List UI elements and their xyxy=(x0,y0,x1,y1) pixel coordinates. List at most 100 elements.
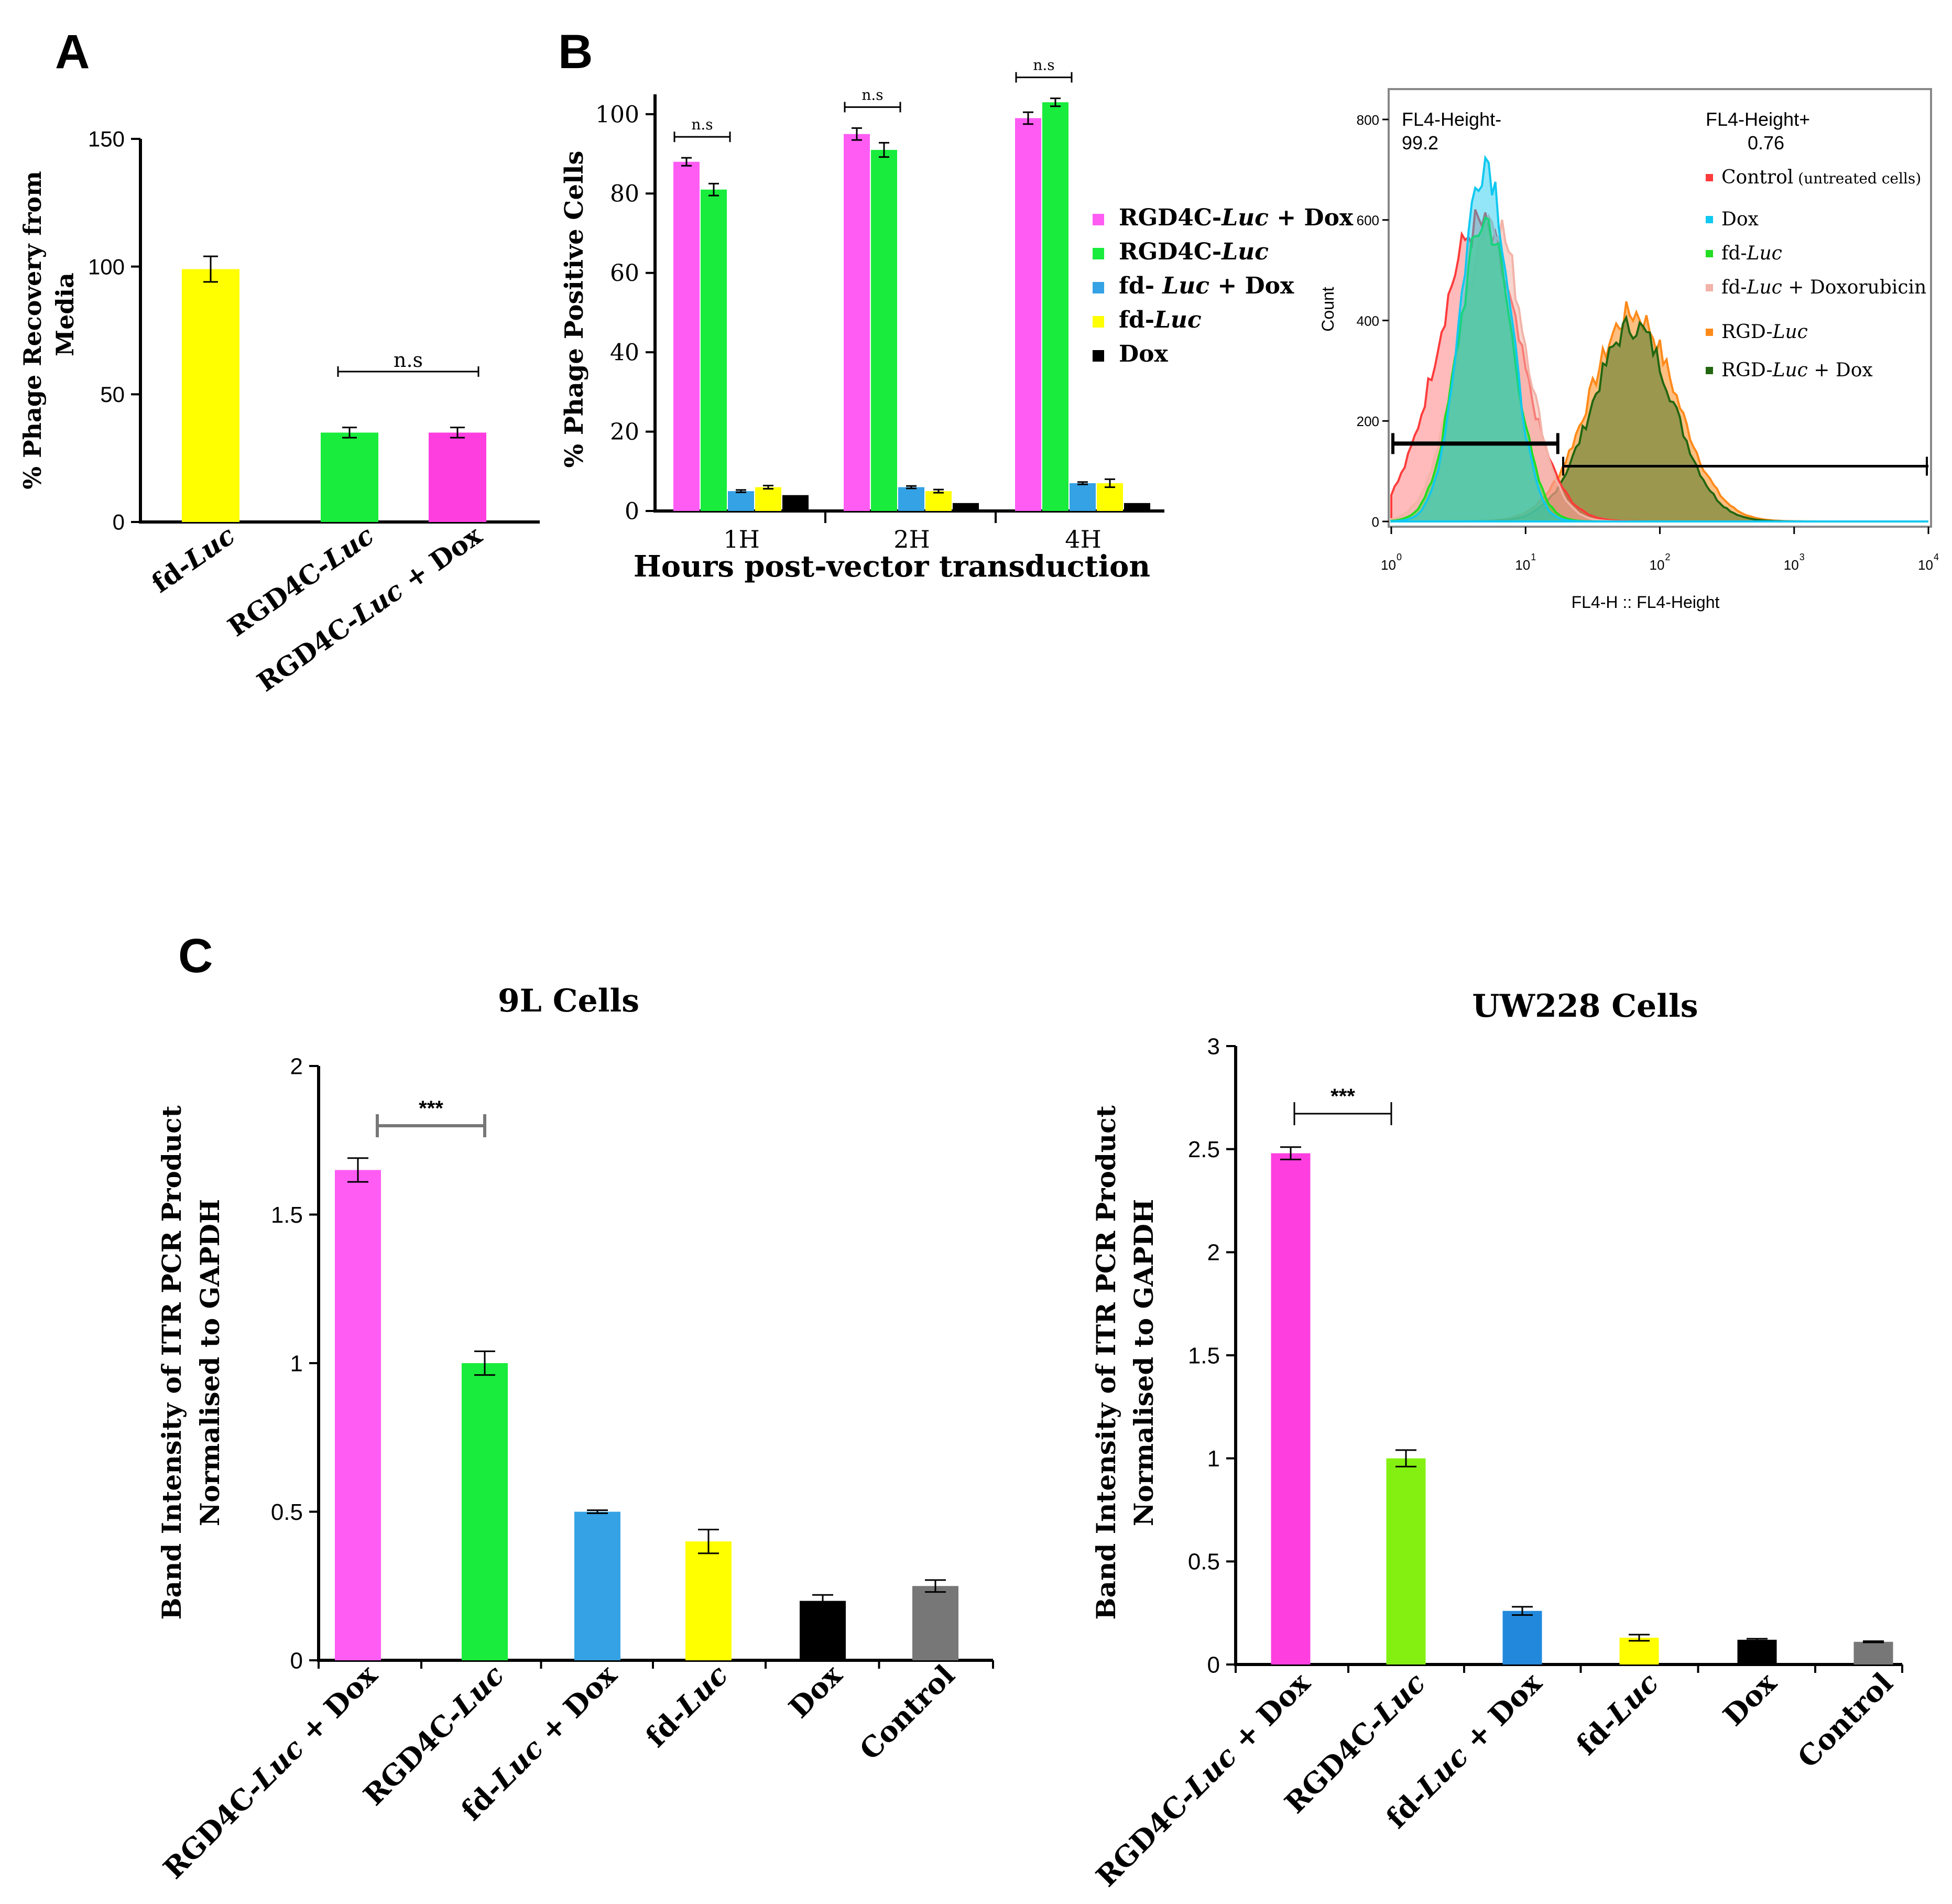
label-part: Luc xyxy=(1153,307,1202,333)
flow-xtick-exponent: 0 xyxy=(1397,552,1402,562)
panel-b-ns-label: n.s xyxy=(1033,57,1054,74)
label-part: Luc xyxy=(1220,238,1269,265)
panel-a-ytick-label: 100 xyxy=(88,254,125,279)
C2-bar-fd-luc-dox xyxy=(1502,1611,1542,1664)
flow-legend-swatch-dox xyxy=(1706,216,1713,223)
C2-bar-rgd4c-luc-dox xyxy=(1271,1153,1311,1664)
panel-b-legend-swatch-rgd4c-luc xyxy=(1093,248,1104,259)
panel-b-ns-label: n.s xyxy=(862,86,883,103)
flow-gate-pos-name: FL4-Height+ xyxy=(1706,108,1810,130)
panel-b-bar-fd-luc-2h xyxy=(925,491,952,511)
flow-legend-swatch-fd-luc-doxorubicin xyxy=(1706,284,1713,291)
panel-b-bar-rgd4c-luc-dox-1h xyxy=(673,161,700,511)
C2-ytick-label: 0 xyxy=(1207,1652,1220,1678)
C1-bar-dox xyxy=(800,1601,846,1660)
panel-c-uw228-ylabel-line2: Normalised to GAPDH xyxy=(1128,1199,1159,1527)
flow-xtick-base: 10 xyxy=(1381,557,1396,573)
label-part: + Dox xyxy=(1808,360,1873,381)
C2-bar-fd-luc xyxy=(1619,1637,1659,1664)
C1-bar-rgd4c-luc xyxy=(462,1363,508,1660)
flow-ytick-label: 400 xyxy=(1357,313,1379,329)
panel-b-xtick-2h: 2H xyxy=(893,525,930,553)
panel-b-ytick-label: 60 xyxy=(610,260,639,287)
label-part: + Dox xyxy=(1269,204,1354,231)
flow-legend-swatch-rgd-luc-dox xyxy=(1706,367,1713,374)
flow-xtick-base: 10 xyxy=(1918,557,1933,573)
C1-bar-fd-luc xyxy=(685,1541,732,1660)
label-part: RGD- xyxy=(1721,360,1773,381)
label-part: RGD4C- xyxy=(1119,238,1222,265)
flow-legend-label-control: Control (untreated cells) xyxy=(1721,167,1921,188)
label-part: Luc xyxy=(1772,321,1808,343)
panel-b-bar-rgd4c-luc-4h xyxy=(1042,102,1068,512)
flow-legend-swatch-fd-luc xyxy=(1706,250,1713,257)
flow-legend-label-dox: Dox xyxy=(1721,209,1759,230)
panel-b-ytick-label: 20 xyxy=(610,419,639,445)
flow-gate-neg-value: 99.2 xyxy=(1402,132,1438,154)
panel-b-bar-dox-2h xyxy=(953,503,979,511)
panel-a-bar-rgd4c-luc xyxy=(321,432,378,522)
panel-a-bar-rgd4c-luc-dox xyxy=(429,432,486,522)
label-part: Luc xyxy=(1772,360,1808,381)
flow-xtick-base: 10 xyxy=(1650,557,1665,573)
panel-b-legend-label-rgd4c-luc-dox: RGD4C-Luc + Dox xyxy=(1119,204,1354,231)
C2-ytick-label: 3 xyxy=(1207,1033,1220,1059)
panel-c-9l-ylabel-line1: Band Intensity of ITR PCR Product xyxy=(156,1105,187,1619)
panel-b-legend-swatch-fd-luc-dox xyxy=(1093,282,1104,293)
label-part: Luc xyxy=(1747,243,1782,264)
flow-xtick-base: 10 xyxy=(1515,557,1530,573)
panel-b-bar-chart: 0 20 40 60 80 100 n.s n.s n.s 1H 2H 4H Hours post… xyxy=(560,57,1354,584)
C1-bar-control xyxy=(912,1586,958,1660)
flow-xtick-base: 10 xyxy=(1784,557,1799,573)
C1-ytick-label: 0.5 xyxy=(271,1499,303,1525)
label-part: Luc xyxy=(1747,277,1782,298)
panel-b-bar-fd-luc-1h xyxy=(755,487,781,511)
flow-xlabel: FL4-H :: FL4-Height xyxy=(1572,593,1720,612)
panel-b-ytick-label: 40 xyxy=(610,340,639,366)
panel-label-a: A xyxy=(55,25,90,79)
panel-a-ns-label: n.s xyxy=(394,349,423,372)
panel-b-legend-label-dox: Dox xyxy=(1119,341,1169,367)
panel-b-ytick-label: 0 xyxy=(625,498,639,525)
panel-c-9l-title: 9L Cells xyxy=(498,983,639,1019)
flow-ytick-label: 0 xyxy=(1372,514,1379,530)
label-part: + Dox xyxy=(1209,273,1294,299)
C2-ytick-label: 0.5 xyxy=(1188,1549,1220,1575)
label-part: fd- xyxy=(1721,277,1747,298)
flow-histogram-dox xyxy=(1390,155,1928,523)
flow-xtick-exponent: 3 xyxy=(1800,552,1805,562)
C2-bar-control xyxy=(1853,1641,1893,1664)
C1-sig-label: *** xyxy=(419,1097,443,1120)
flow-legend-label-rgd-luc: RGD-Luc xyxy=(1721,321,1808,343)
panel-a-bar-fd-luc xyxy=(182,269,239,522)
label-part: Dox xyxy=(1721,209,1759,230)
flow-legend-swatch-control xyxy=(1706,174,1713,181)
C1-ytick-label: 1.5 xyxy=(271,1202,303,1228)
panel-b-legend-swatch-fd-luc xyxy=(1093,316,1104,328)
label-part: Luc xyxy=(1220,204,1269,231)
flow-ytick-label: 800 xyxy=(1357,112,1379,128)
label-part: Luc xyxy=(1161,273,1209,299)
flow-ytick-label: 600 xyxy=(1357,213,1379,229)
panel-c-uw228-ylabel-line1: Band Intensity of ITR PCR Product xyxy=(1090,1105,1121,1619)
flow-legend-swatch-rgd-luc xyxy=(1706,329,1713,336)
flow-xtick-exponent: 4 xyxy=(1934,552,1939,562)
label-part: Control xyxy=(1721,167,1793,188)
panel-b-bar-fd-luc-dox-4h xyxy=(1070,483,1096,511)
label-part: + Doxorubicin xyxy=(1782,277,1926,298)
flow-gate-neg-name: FL4-Height- xyxy=(1402,108,1501,130)
panel-b-legend-label-fd-luc-dox: fd- Luc + Dox xyxy=(1119,273,1294,299)
panel-b-bar-rgd4c-luc-dox-2h xyxy=(844,134,870,511)
panel-b-xtick-1h: 1H xyxy=(723,525,759,553)
flow-gate-pos-value: 0.76 xyxy=(1748,132,1784,154)
C2-ytick-label: 2 xyxy=(1207,1240,1220,1266)
panel-b-ytick-label: 100 xyxy=(595,101,639,128)
panel-b-bar-rgd4c-luc-2h xyxy=(871,150,897,511)
C1-ytick-label: 1 xyxy=(290,1351,303,1376)
panel-b-xlabel: Hours post-vector transduction xyxy=(634,549,1150,584)
flow-xtick-exponent: 1 xyxy=(1531,552,1536,562)
panel-a-ylabel-line2: Media xyxy=(51,273,79,356)
flow-legend-label-rgd-luc-dox: RGD-Luc + Dox xyxy=(1721,360,1873,381)
flow-legend-note: (untreated cells) xyxy=(1793,170,1921,187)
